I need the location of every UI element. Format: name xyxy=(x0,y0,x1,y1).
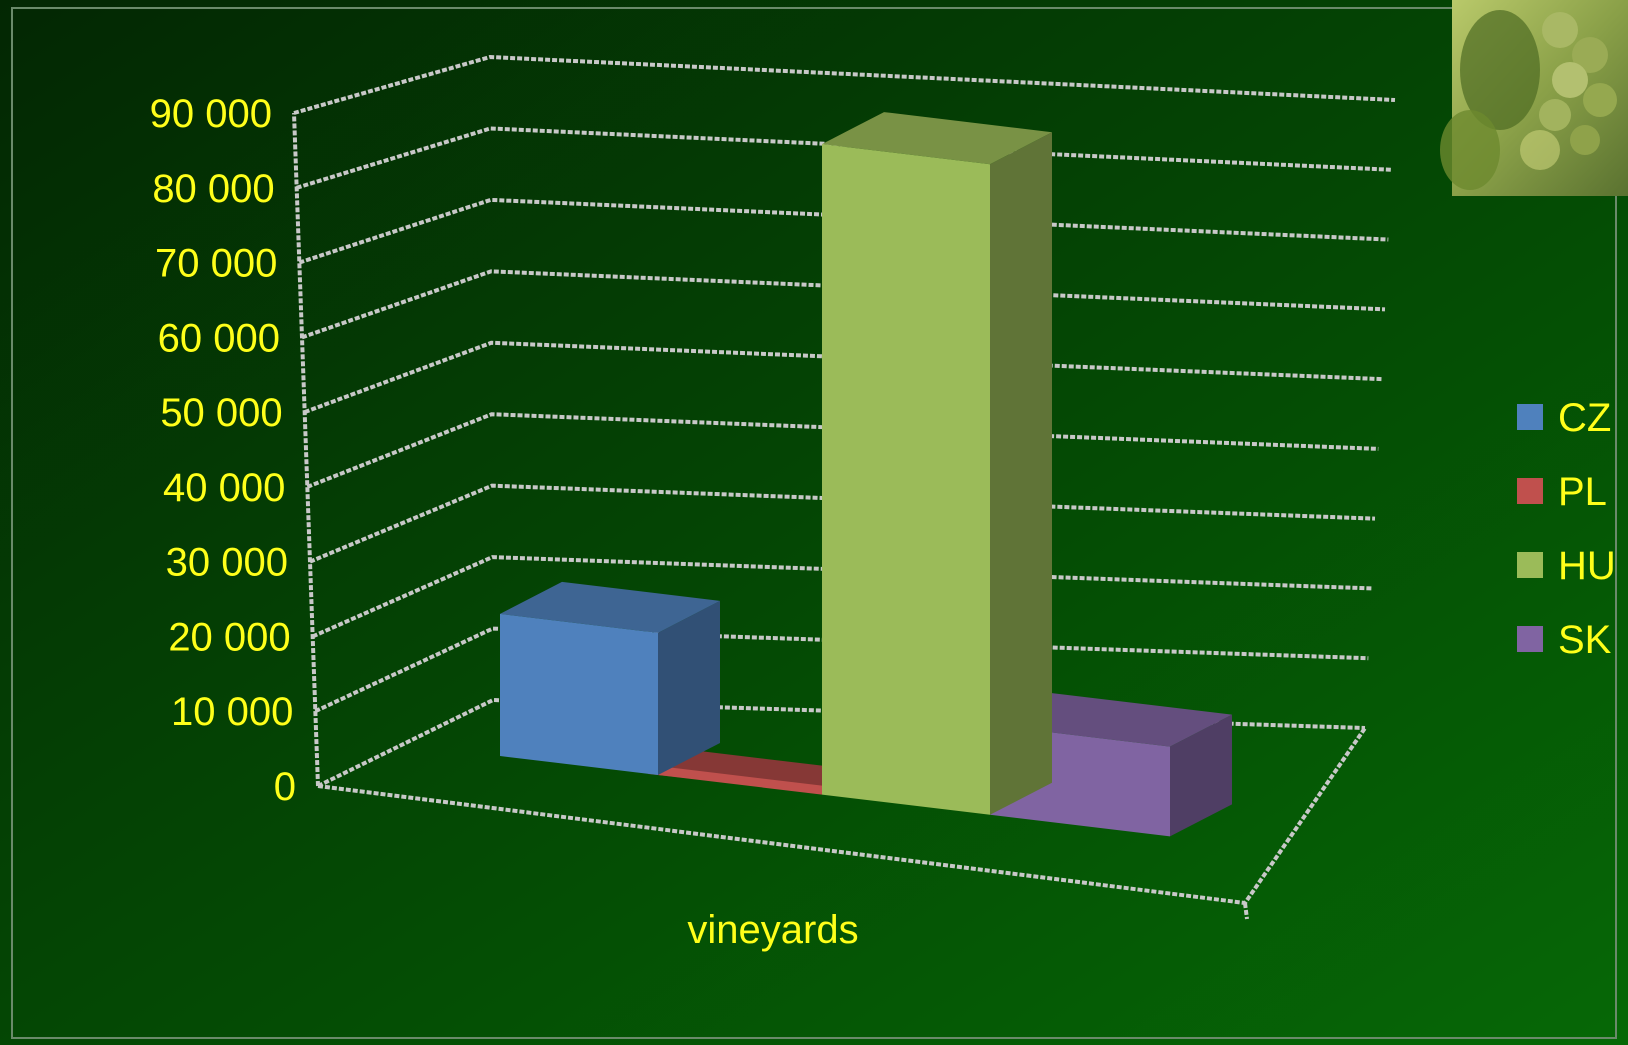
category-axis: vineyards xyxy=(687,908,858,952)
legend-label: CZ xyxy=(1558,396,1611,440)
gridline xyxy=(309,483,1376,564)
gridlines xyxy=(292,54,1396,920)
y-tick-label: 20 000 xyxy=(168,615,290,659)
legend-label: PL xyxy=(1558,470,1607,514)
gridline xyxy=(317,697,1366,788)
legend-item-sk: SK xyxy=(1517,618,1612,662)
legend-item-cz: CZ xyxy=(1517,396,1611,440)
legend-swatch xyxy=(1517,404,1543,430)
legend-item-pl: PL xyxy=(1517,470,1607,514)
gridline xyxy=(298,197,1389,265)
bars xyxy=(500,112,1232,837)
y-tick-label: 30 000 xyxy=(166,541,288,585)
y-tick-label: 50 000 xyxy=(160,391,282,435)
bar-side xyxy=(1170,714,1232,837)
y-tick-label: 70 000 xyxy=(155,242,277,286)
slide-frame xyxy=(11,7,1617,1039)
gridline xyxy=(306,412,1379,489)
legend-swatch xyxy=(1517,552,1543,578)
bar-top xyxy=(500,581,720,633)
gridline xyxy=(301,269,1386,340)
legend-label: SK xyxy=(1558,618,1612,662)
legend-label: HU xyxy=(1558,544,1616,588)
bar-pl xyxy=(648,745,832,795)
gridline xyxy=(296,126,1392,190)
legend-swatch xyxy=(1517,626,1543,652)
y-tick-label: 90 000 xyxy=(150,92,272,136)
gridline xyxy=(314,626,1369,714)
bar-front xyxy=(658,765,822,795)
y-tick-label: 40 000 xyxy=(163,466,285,510)
y-axis-line xyxy=(292,112,320,787)
bar-top xyxy=(822,112,1052,165)
bar-side xyxy=(658,600,720,775)
legend-swatch xyxy=(1517,478,1543,504)
category-label: vineyards xyxy=(687,908,858,952)
bar-front xyxy=(822,144,990,815)
floor-corner-tick xyxy=(1243,902,1249,920)
y-tick-label: 0 xyxy=(274,765,296,809)
bar-cz xyxy=(500,581,720,775)
grape-photo-icon xyxy=(1440,0,1628,196)
y-tick-label: 80 000 xyxy=(152,167,274,211)
legend-item-hu: HU xyxy=(1517,544,1616,588)
legend: CZ PL HU SK xyxy=(1517,396,1616,662)
bar-hu xyxy=(822,112,1052,815)
gridline xyxy=(293,54,1396,115)
y-axis-tick-labels: 0 10 000 20 000 30 000 40 000 50 000 60 000 70 … xyxy=(150,92,296,809)
bar-side xyxy=(990,132,1052,815)
y-tick-label: 10 000 xyxy=(171,690,293,734)
gridline xyxy=(311,555,1372,639)
y-tick-label: 60 000 xyxy=(158,316,280,360)
gridline xyxy=(303,340,1382,414)
bar-front xyxy=(500,613,658,775)
